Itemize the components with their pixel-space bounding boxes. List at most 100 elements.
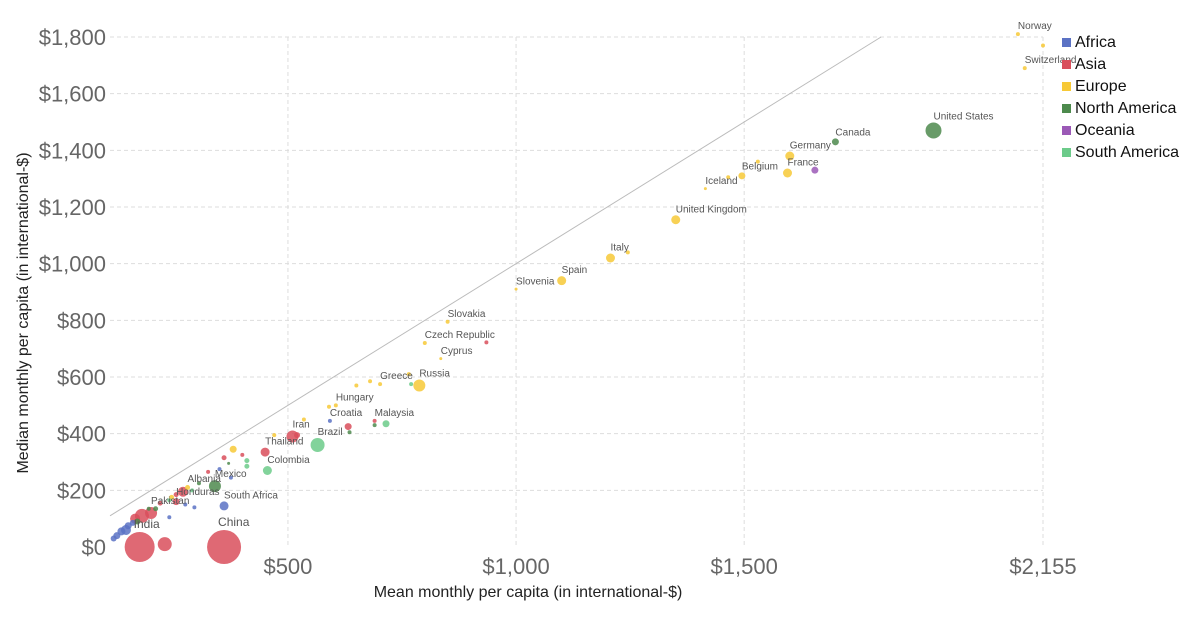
data-point — [124, 522, 132, 530]
point-label: Russia — [419, 369, 450, 380]
data-point — [244, 458, 250, 464]
data-point — [301, 417, 306, 422]
data-point — [344, 423, 352, 431]
data-point — [783, 168, 793, 178]
legend-swatch — [1062, 60, 1071, 69]
data-point — [217, 467, 222, 472]
data-point — [811, 166, 819, 174]
x-tick-label: $1,500 — [711, 554, 778, 579]
y-axis-title: Median monthly per capita (in internatio… — [15, 152, 32, 473]
data-point — [110, 535, 117, 542]
data-point — [413, 379, 426, 392]
x-tick-label: $500 — [263, 554, 312, 579]
point-label: Greece — [380, 371, 413, 382]
data-point — [368, 379, 373, 384]
data-point — [372, 418, 377, 423]
point-label: Pakistan — [151, 496, 189, 507]
data-point — [925, 122, 942, 139]
point-label: Germany — [790, 141, 831, 152]
point-label: Honduras — [176, 487, 219, 498]
data-point — [625, 250, 630, 255]
data-point — [177, 486, 188, 497]
point-label: Colombia — [267, 455, 310, 466]
data-point — [196, 481, 201, 486]
y-tick-label: $200 — [57, 478, 106, 503]
data-point — [1022, 66, 1027, 71]
y-tick-label: $1,600 — [39, 82, 106, 107]
point-label: Czech Republic — [425, 330, 495, 341]
data-point — [310, 438, 325, 452]
data-point — [557, 276, 567, 286]
point-label: Spain — [562, 265, 588, 276]
data-point — [382, 420, 390, 428]
point-label: Slovenia — [516, 277, 555, 288]
data-point — [227, 461, 231, 465]
data-point — [372, 423, 377, 428]
data-point — [409, 382, 414, 387]
y-tick-label: $1,000 — [39, 252, 106, 277]
point-label: Canada — [835, 127, 870, 138]
data-point — [167, 515, 172, 520]
data-point — [1041, 43, 1045, 48]
point-label: Croatia — [330, 408, 363, 419]
point-label: Italy — [610, 243, 628, 254]
point-label: India — [134, 517, 160, 531]
point-label: Norway — [1018, 21, 1052, 32]
data-point — [439, 357, 443, 361]
point-label: Belgium — [742, 161, 778, 172]
data-point — [262, 466, 272, 475]
data-point — [326, 404, 331, 409]
gridlines — [110, 36, 1044, 547]
point-label: Switzerland — [1025, 55, 1077, 66]
data-point — [1015, 32, 1020, 37]
point-label: Cyprus — [441, 346, 473, 357]
point-label: China — [218, 515, 250, 529]
data-point — [605, 253, 615, 263]
data-point — [221, 455, 227, 461]
data-point — [208, 480, 221, 493]
data-point — [831, 138, 839, 146]
data-point — [240, 452, 245, 457]
data-point — [726, 175, 731, 180]
data-point — [445, 319, 450, 324]
y-tick-label: $1,800 — [39, 25, 106, 50]
legend-swatch — [1062, 38, 1071, 47]
legend-label: South America — [1075, 144, 1179, 161]
legend-label: Asia — [1075, 56, 1106, 73]
x-tick-label: $1,000 — [482, 554, 549, 579]
point-label: Malaysia — [375, 408, 415, 419]
y-tick-label: $0 — [82, 535, 106, 560]
data-point — [134, 518, 141, 525]
y-tick-label: $1,400 — [39, 138, 106, 163]
legend-swatch — [1062, 148, 1071, 157]
data-point — [185, 485, 191, 490]
x-axis-ticks: $500 $1,000 $1,500 $2,155 — [263, 554, 1076, 579]
point-label: South Africa — [224, 490, 278, 501]
point-label: Albania — [188, 474, 222, 485]
data-point — [294, 432, 301, 439]
data-point — [785, 151, 795, 161]
data-point — [129, 519, 136, 526]
point-label: Brazil — [318, 427, 343, 438]
point-label: Iran — [292, 420, 309, 431]
data-point — [157, 500, 163, 506]
data-point — [738, 172, 746, 180]
legend-swatch — [1062, 104, 1071, 113]
x-tick-label: $2,155 — [1009, 554, 1076, 579]
data-point — [172, 498, 180, 506]
y-axis-ticks: $0 $200 $400 $600 $800 $1,000 $1,200 $1,400 $1,6… — [39, 25, 106, 560]
data-point — [219, 501, 229, 511]
data-point — [146, 506, 151, 511]
data-point — [183, 502, 188, 507]
point-label: Thailand — [265, 437, 303, 448]
data-point — [260, 447, 270, 457]
legend-swatch — [1062, 82, 1071, 91]
y-tick-label: $800 — [57, 308, 106, 333]
point-label: France — [788, 158, 820, 169]
x-axis-title: Mean monthly per capita (in internationa… — [374, 584, 683, 601]
data-point — [153, 506, 159, 512]
equality-reference-line — [109, 36, 882, 517]
data-point — [190, 488, 195, 493]
data-point — [347, 430, 352, 435]
legend-label: Oceania — [1075, 122, 1135, 139]
